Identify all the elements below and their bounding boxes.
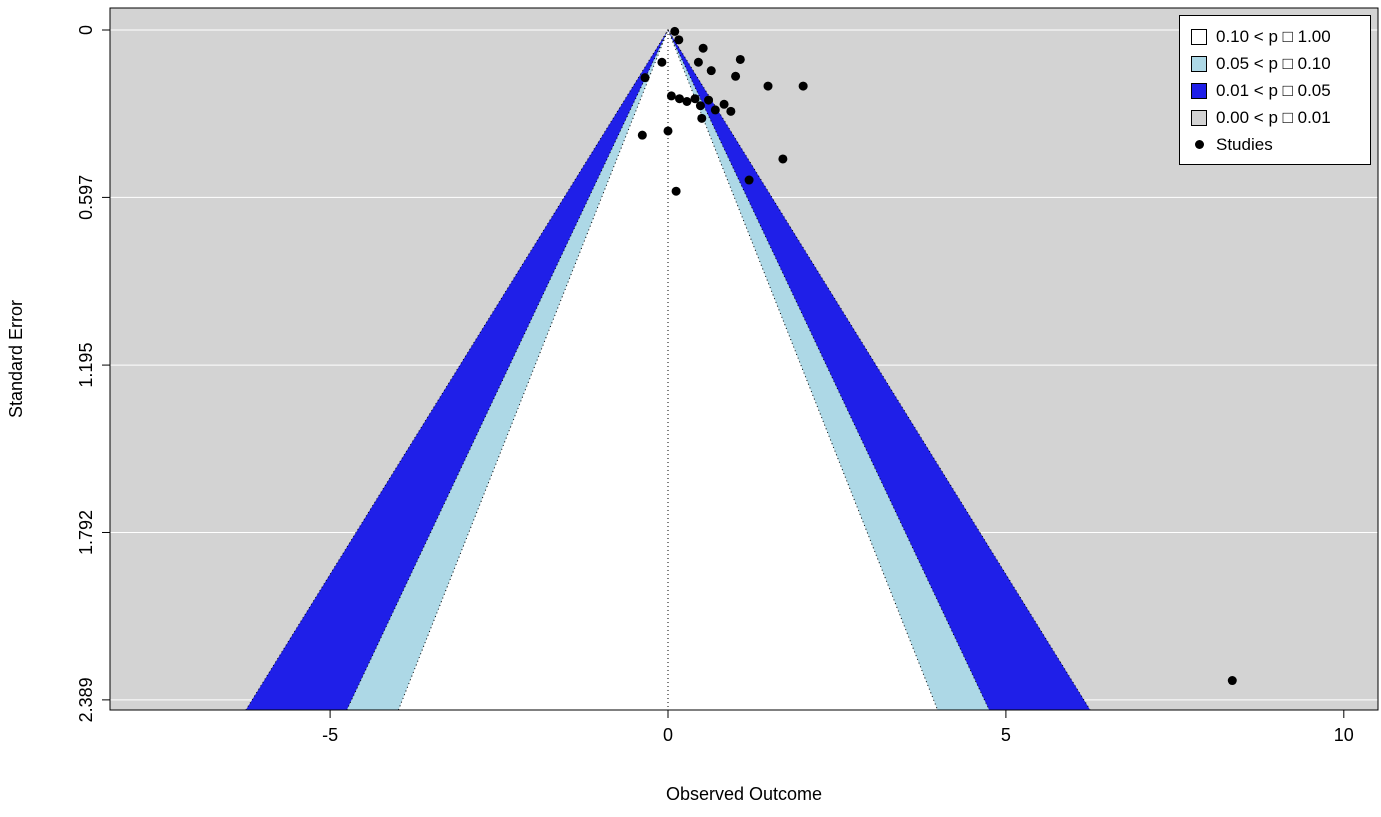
y-tick-label: 0 xyxy=(76,25,96,35)
study-point xyxy=(674,35,684,45)
study-point xyxy=(674,94,684,104)
legend-label: 0.01 < p □ 0.05 xyxy=(1216,81,1331,100)
study-point xyxy=(637,130,647,140)
x-tick-label: -5 xyxy=(322,725,338,745)
y-tick-label: 1.195 xyxy=(76,343,96,388)
legend-swatch xyxy=(1191,109,1207,126)
study-point xyxy=(695,101,705,111)
study-point xyxy=(666,91,676,101)
plot-border xyxy=(109,7,1379,711)
study-point xyxy=(710,105,720,115)
legend-label: Studies xyxy=(1216,135,1273,154)
legend-item: 0.05 < p □ 0.10 xyxy=(1180,50,1370,77)
legend-label: 0.00 < p □ 0.01 xyxy=(1216,108,1331,127)
x-tick-label: 0 xyxy=(663,725,673,745)
study-point xyxy=(1227,676,1237,686)
y-tick-label: 0.597 xyxy=(76,175,96,220)
study-point xyxy=(798,81,808,91)
x-axis-title: Observed Outcome xyxy=(666,784,822,804)
study-point xyxy=(690,94,700,104)
study-point xyxy=(726,106,736,116)
study-point xyxy=(682,97,692,107)
study-point xyxy=(719,99,729,109)
legend-swatch xyxy=(1191,82,1207,99)
legend-label: 0.10 < p □ 1.00 xyxy=(1216,27,1331,46)
studies-dot-icon xyxy=(1191,137,1207,153)
study-point xyxy=(744,175,754,185)
studies-dot xyxy=(1194,140,1204,149)
legend-swatch xyxy=(1191,28,1207,45)
legend-item: 0.00 < p □ 0.01 xyxy=(1180,104,1370,131)
study-point xyxy=(698,43,708,53)
study-point xyxy=(731,71,741,81)
study-point xyxy=(671,186,681,196)
study-point xyxy=(640,73,650,83)
legend-swatch xyxy=(1191,55,1207,72)
legend-item: 0.01 < p □ 0.05 xyxy=(1180,77,1370,104)
x-tick-label: 10 xyxy=(1334,725,1354,745)
y-tick-label: 1.792 xyxy=(76,510,96,555)
study-point xyxy=(657,57,667,67)
y-tick-label: 2.389 xyxy=(76,677,96,722)
study-point xyxy=(763,81,773,91)
study-point xyxy=(697,113,707,123)
study-point xyxy=(663,126,673,136)
legend-item: 0.10 < p □ 1.00 xyxy=(1180,23,1370,50)
y-axis-title: Standard Error xyxy=(6,300,26,418)
study-point xyxy=(693,57,703,67)
study-point xyxy=(670,26,680,36)
x-tick-label: 5 xyxy=(1001,725,1011,745)
legend-label: 0.05 < p □ 0.10 xyxy=(1216,54,1331,73)
chart-root: -5 0 5 10 0 0.597 1.195 1.792 2.389 xyxy=(76,7,1379,745)
legend-item-studies: Studies xyxy=(1180,131,1370,158)
study-point xyxy=(778,154,788,164)
plot-legend: 0.10 < p □ 1.00 0.05 < p □ 0.10 0.01 < p □… xyxy=(1179,15,1371,165)
study-point xyxy=(704,95,714,105)
study-point xyxy=(706,66,716,76)
study-point xyxy=(735,54,745,64)
